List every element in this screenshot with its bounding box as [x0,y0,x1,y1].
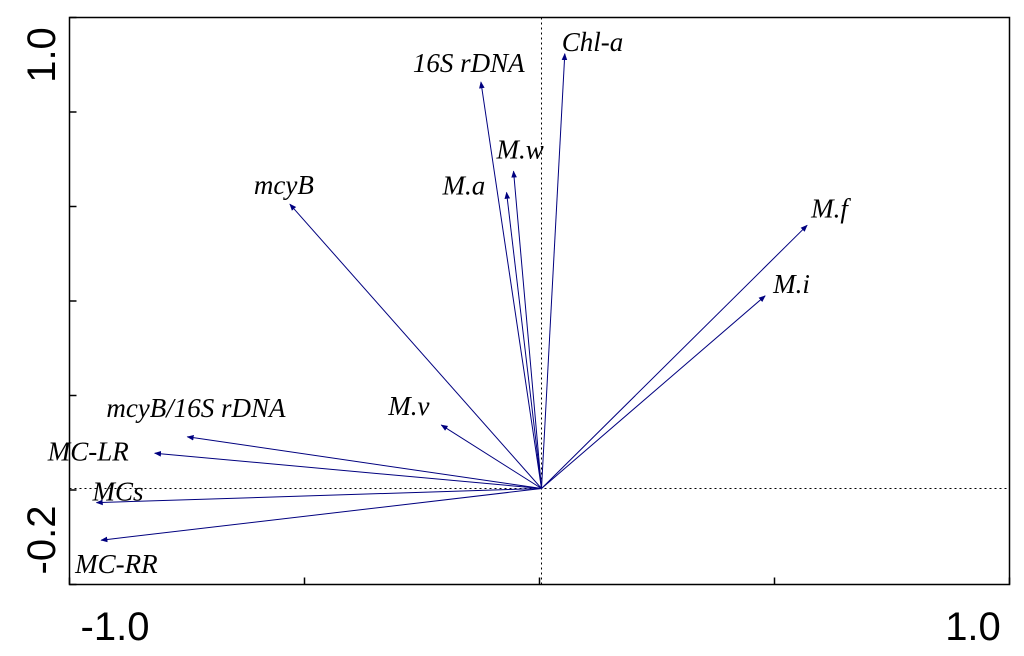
vector-label: mcyB/16S rDNA [106,393,286,423]
vector-label: 16S rDNA [413,48,525,78]
axis-ticks [68,16,1011,586]
vector-arrow [154,451,542,489]
vector-arrow [479,81,542,489]
vector-arrow [289,203,542,489]
vector-label: M.v [387,391,429,421]
vector-arrows [95,53,808,543]
vector-arrow [511,170,542,489]
vector-arrow [440,424,542,489]
vector-arrow [541,295,766,489]
vector-arrow [541,224,808,489]
x-tick-label-min: -1.0 [81,605,150,649]
vector-label: Chl-a [562,27,624,57]
y-tick-label-max: 1.0 [20,27,64,83]
vector-arrow [541,53,568,489]
y-tick-label-min: -0.2 [20,506,64,575]
vector-label: M.f [810,193,851,223]
vector-label: MCs [91,477,143,507]
vector-label: MC-RR [74,549,158,579]
vector-label: mcyB [254,170,314,200]
vector-label: MC-LR [47,436,130,466]
vector-arrow [186,434,542,489]
x-tick-label-max: 1.0 [945,605,1001,649]
vector-arrow [504,191,542,489]
vector-labels: Chl-a 16S rDNA M.w M.a mcyB M.f M.i M.v mcyB/16S… [47,27,852,579]
vector-label: M.a [442,170,486,200]
vector-label: M.i [772,269,810,299]
vector-arrow [100,488,542,543]
vector-label: M.w [496,134,544,164]
vector-arrow [95,488,542,506]
